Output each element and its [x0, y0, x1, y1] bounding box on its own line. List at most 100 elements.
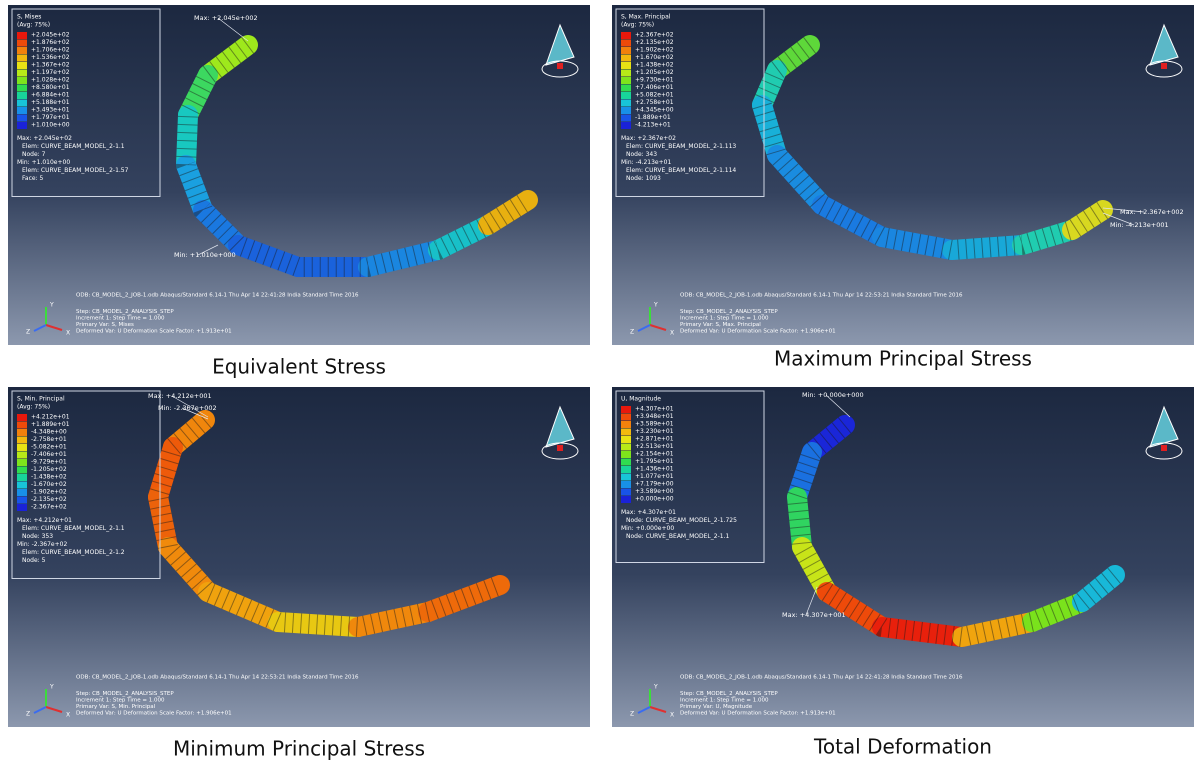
legend-info: Elem: CURVE_BEAM_MODEL_2-1.2	[22, 549, 125, 556]
legend-title: U, Magnitude	[621, 396, 661, 403]
legend-title: (Avg: 75%)	[17, 22, 50, 29]
legend-value: -9.729e+01	[31, 459, 67, 466]
legend-swatch	[17, 429, 27, 436]
footer-text: ODB: CB_MODEL_2_JOB-1.odb Abaqus/Standar…	[76, 675, 359, 681]
footer-text: Primary Var: S, Min. Principal	[76, 704, 156, 710]
legend-value: -7.406e+01	[31, 451, 67, 458]
legend-swatch	[17, 459, 27, 466]
triad-label: Z	[26, 711, 30, 718]
legend-value: -1.902e+02	[31, 489, 67, 496]
legend-value: +5.188e+01	[31, 99, 70, 106]
legend-info: Node: CURVE_BEAM_MODEL_2-1.725	[626, 517, 737, 524]
legend-value: -5.082e+01	[31, 444, 67, 451]
legend-value: +1.077e+01	[635, 473, 674, 480]
legend-swatch	[17, 92, 27, 99]
legend-value: +8.580e+01	[31, 84, 70, 91]
legend-title: S, Max. Principal	[621, 14, 671, 21]
legend-value: +1.367e+02	[31, 62, 70, 69]
legend-value: +3.589e+00	[635, 488, 674, 495]
footer-text: Step: CB_MODEL_2_ANALYSIS_STEP	[680, 309, 778, 315]
legend-value: +4.212e+01	[31, 414, 70, 421]
legend-swatch	[17, 504, 27, 511]
view-cube-marker	[1161, 445, 1167, 451]
legend-swatch	[621, 62, 631, 69]
legend-value: +6.884e+01	[31, 92, 70, 99]
legend-swatch	[621, 47, 631, 54]
legend-title: (Avg: 75%)	[621, 22, 654, 29]
legend-swatch	[621, 436, 631, 443]
legend-swatch	[621, 122, 631, 129]
beam-segment	[278, 622, 358, 627]
legend-swatch	[621, 55, 631, 62]
legend-swatch	[621, 92, 631, 99]
legend-swatch	[17, 32, 27, 39]
legend-value: +7.406e+01	[635, 84, 674, 91]
legend-info: Max: +4.307e+01	[621, 509, 676, 516]
triad-label: Z	[630, 329, 634, 336]
triad-label: Y	[653, 684, 658, 691]
view-cube-marker	[557, 63, 563, 69]
view-cube-marker	[557, 445, 563, 451]
legend-value: -1.205e+02	[31, 466, 67, 473]
legend-value: +1.205e+02	[635, 69, 674, 76]
legend-title: S, Min. Principal	[17, 396, 65, 403]
extreme-label: Min: -2.367e+002	[158, 404, 217, 412]
legend-value: +1.010e+00	[31, 122, 70, 129]
legend-swatch	[17, 40, 27, 47]
beam-segment	[952, 245, 1022, 250]
extreme-label: Min: +0.000e+000	[802, 391, 864, 399]
legend-swatch	[17, 497, 27, 504]
legend-swatch	[17, 115, 27, 122]
legend-info: Node: 343	[626, 151, 657, 158]
legend-swatch	[621, 40, 631, 47]
legend-swatch	[621, 107, 631, 114]
footer-text: Increment 1: Step Time = 1.000	[76, 698, 165, 704]
legend-swatch	[17, 77, 27, 84]
legend-info: Node: 353	[22, 533, 53, 540]
legend-swatch	[17, 100, 27, 107]
legend-swatch	[621, 100, 631, 107]
triad-label: X	[66, 330, 70, 337]
extreme-label: Min: -4.213e+001	[1110, 221, 1169, 229]
legend-swatch	[621, 444, 631, 451]
extreme-label: Max: +4.307e+001	[782, 611, 846, 619]
triad-label: X	[670, 712, 674, 719]
legend-value: +1.889e+01	[31, 421, 70, 428]
legend-value: -1.670e+02	[31, 481, 67, 488]
legend-swatch	[621, 474, 631, 481]
legend-swatch	[17, 85, 27, 92]
legend-info: Elem: CURVE_BEAM_MODEL_2-1.1	[22, 143, 125, 150]
legend-swatch	[17, 107, 27, 114]
legend-title: S, Mises	[17, 14, 41, 21]
legend-value: +4.345e+00	[635, 107, 674, 114]
legend-value: +1.438e+02	[635, 62, 674, 69]
legend-value: +1.797e+01	[31, 114, 70, 121]
legend-swatch	[621, 429, 631, 436]
legend-value: +2.513e+01	[635, 443, 674, 450]
legend-value: -2.135e+02	[31, 496, 67, 503]
caption: Maximum Principal Stress	[774, 347, 1032, 371]
legend-value: +1.536e+02	[31, 54, 70, 61]
legend-info: Min: -2.367e+02	[17, 541, 67, 548]
legend-swatch	[17, 444, 27, 451]
extreme-label: Max: +2.045e+002	[194, 14, 258, 22]
legend-swatch	[17, 62, 27, 69]
legend-value: -4.348e+00	[31, 429, 67, 436]
triad-label: Z	[26, 329, 30, 336]
legend-info: Min: +1.010e+00	[17, 159, 70, 166]
legend-swatch	[621, 466, 631, 473]
viewport-panel: S, Max. Principal(Avg: 75%)+2.367e+02+2.…	[612, 5, 1194, 345]
viewport-panel: S, Mises(Avg: 75%)+2.045e+02+1.876e+02+1…	[8, 5, 590, 345]
legend-swatch	[621, 489, 631, 496]
legend-value: +2.154e+01	[635, 451, 674, 458]
triad-label: X	[670, 330, 674, 337]
legend-info: Elem: CURVE_BEAM_MODEL_2-1.57	[22, 167, 129, 174]
legend-value: -1.889e+01	[635, 114, 671, 121]
legend-swatch	[621, 406, 631, 413]
legend-swatch	[621, 85, 631, 92]
footer-text: Deformed Var: U Deformation Scale Factor…	[680, 329, 836, 335]
triad-label: Y	[49, 684, 54, 691]
legend-swatch	[17, 474, 27, 481]
legend-swatch	[621, 459, 631, 466]
legend-value: +1.876e+02	[31, 39, 70, 46]
